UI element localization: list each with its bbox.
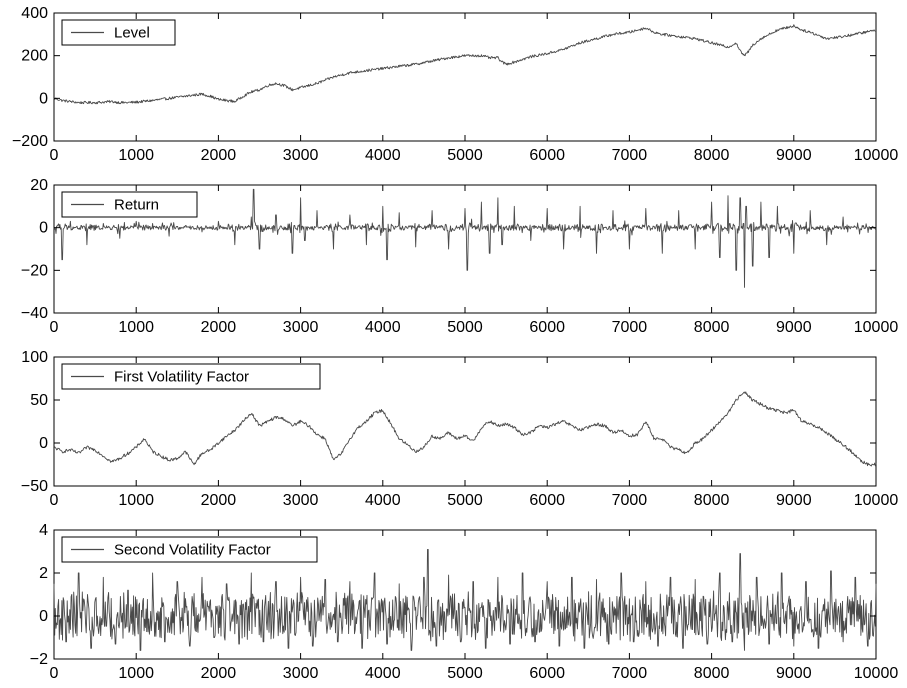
first-volatility-factor-x-tick-label: 3000 [283, 492, 319, 509]
return-x-tick-label: 4000 [365, 319, 401, 336]
level-x-tick-label: 0 [50, 147, 59, 164]
first-volatility-factor-x-tick-label: 5000 [447, 492, 483, 509]
level-series-line [53, 24, 877, 105]
level-panel: 0 1000 2000 3000 4000 5000 6000 7000 8000 9000 100… [12, 5, 898, 164]
second-volatility-factor-y-tick-label: 0 [39, 608, 48, 625]
return-panel: 0 1000 2000 3000 4000 5000 6000 7000 8000 9000 100… [21, 177, 898, 336]
return-x-tick-label: 0 [50, 319, 59, 336]
first-volatility-factor-x-tick-label: 1000 [118, 492, 154, 509]
first-volatility-factor-x-tick-label: 2000 [201, 492, 237, 509]
second-volatility-factor-x-tick-label: 10000 [854, 665, 899, 682]
return-x-tick-label: 8000 [694, 319, 730, 336]
second-volatility-factor-x-tick-label: 4000 [365, 665, 401, 682]
first-volatility-factor-x-tick-label: 10000 [854, 492, 899, 509]
first-volatility-factor-x-tick-label: 7000 [612, 492, 648, 509]
return-legend-label: Return [114, 197, 159, 214]
level-x-tick-label: 3000 [283, 147, 319, 164]
first-volatility-factor-x-tick-label: 4000 [365, 492, 401, 509]
return-y-tick-label: 20 [30, 177, 48, 194]
first-volatility-factor-y-tick-label: 0 [39, 435, 48, 452]
first-volatility-factor-legend-label: First Volatility Factor [114, 369, 249, 386]
return-y-tick-label: 0 [39, 220, 48, 237]
return-y-tick-label: −40 [21, 305, 48, 322]
return-x-tick-label: 2000 [201, 319, 237, 336]
second-volatility-factor-x-tick-label: 1000 [118, 665, 154, 682]
first-volatility-factor-x-tick-label: 9000 [776, 492, 812, 509]
second-volatility-factor-y-tick-label: 2 [39, 565, 48, 582]
second-volatility-factor-panel: 0 1000 2000 3000 4000 5000 6000 7000 8000 9000 100… [30, 522, 899, 682]
level-x-tick-label: 10000 [854, 147, 899, 164]
second-volatility-factor-series-line [53, 548, 877, 651]
return-x-tick-label: 9000 [776, 319, 812, 336]
second-volatility-factor-y-tick-label: −2 [30, 651, 48, 668]
second-volatility-factor-x-tick-label: 5000 [447, 665, 483, 682]
second-volatility-factor-legend [61, 536, 318, 563]
first-volatility-factor-y-tick-label: 100 [21, 349, 48, 366]
level-x-tick-label: 6000 [529, 147, 565, 164]
second-volatility-factor-x-tick-label: 9000 [776, 665, 812, 682]
level-axes-frame [53, 12, 877, 142]
level-x-tick-label: 7000 [612, 147, 648, 164]
second-volatility-factor-x-tick-label: 6000 [529, 665, 565, 682]
first-volatility-factor-panel: 0 1000 2000 3000 4000 5000 6000 7000 8000 9000 100… [21, 349, 898, 509]
level-y-tick-label: 400 [21, 5, 48, 22]
return-x-tick-label: 7000 [612, 319, 648, 336]
first-volatility-factor-legend [61, 363, 321, 390]
level-x-tick-label: 5000 [447, 147, 483, 164]
return-x-tick-label: 3000 [283, 319, 319, 336]
level-x-tick-label: 1000 [118, 147, 154, 164]
second-volatility-factor-x-tick-label: 8000 [694, 665, 730, 682]
level-y-tick-label: 200 [21, 48, 48, 65]
level-legend-label: Level [114, 25, 150, 42]
return-x-tick-label: 10000 [854, 319, 899, 336]
second-volatility-factor-legend-label: Second Volatility Factor [114, 542, 271, 559]
first-volatility-factor-series-line [53, 391, 877, 467]
level-x-tick-label: 8000 [694, 147, 730, 164]
second-volatility-factor-x-tick-label: 7000 [612, 665, 648, 682]
first-volatility-factor-y-tick-label: 50 [30, 392, 48, 409]
level-y-tick-label: −200 [12, 133, 48, 150]
return-x-tick-label: 5000 [447, 319, 483, 336]
level-x-tick-label: 2000 [201, 147, 237, 164]
second-volatility-factor-x-tick-label: 3000 [283, 665, 319, 682]
first-volatility-factor-x-tick-label: 0 [50, 492, 59, 509]
second-volatility-factor-x-tick-label: 2000 [201, 665, 237, 682]
level-x-tick-label: 4000 [365, 147, 401, 164]
first-volatility-factor-y-tick-label: −50 [21, 478, 48, 495]
return-y-tick-label: −20 [21, 262, 48, 279]
return-x-tick-label: 1000 [118, 319, 154, 336]
return-series-line [53, 188, 877, 288]
level-x-tick-label: 9000 [776, 147, 812, 164]
first-volatility-factor-x-tick-label: 8000 [694, 492, 730, 509]
second-volatility-factor-y-tick-label: 4 [39, 522, 48, 539]
first-volatility-factor-x-tick-label: 6000 [529, 492, 565, 509]
second-volatility-factor-x-tick-label: 0 [50, 665, 59, 682]
level-y-tick-label: 0 [39, 90, 48, 107]
return-x-tick-label: 6000 [529, 319, 565, 336]
